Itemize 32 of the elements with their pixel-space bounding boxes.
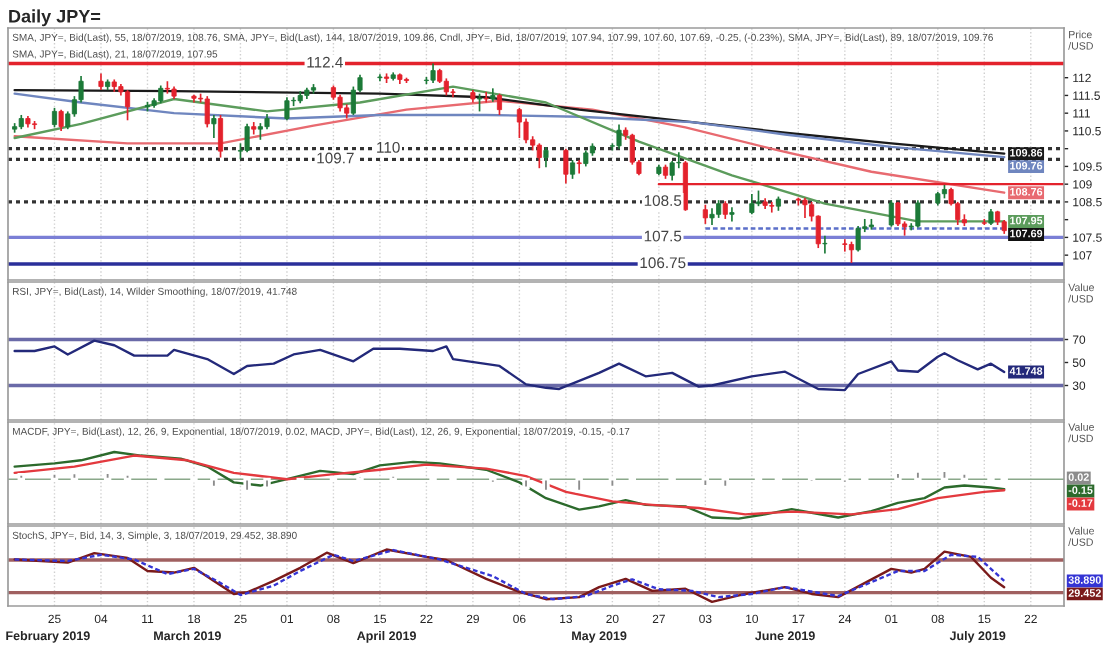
candlestick [855,225,861,253]
candlestick [496,92,503,116]
candlestick [211,114,217,139]
candlestick [483,91,489,104]
candlestick [125,89,131,122]
candlestick [669,160,675,182]
candlestick [569,159,576,180]
candlestick [430,62,436,84]
candlestick [676,151,682,170]
candlestick [563,147,569,185]
line-series [13,85,1006,223]
candlestick [802,196,808,219]
candlestick [217,114,224,159]
candlestick [749,193,755,216]
candlestick [284,96,290,122]
candlestick [729,206,735,223]
candlestick [616,123,622,150]
candlestick [536,142,542,170]
chart-title: Daily JPY= [9,9,101,27]
candlestick [769,201,775,214]
candlestick [51,107,58,129]
candlestick [702,203,708,225]
candlestick [543,146,549,168]
candlestick [888,199,894,228]
candlestick [576,159,582,175]
candlestick [58,108,64,132]
candlestick [915,199,921,229]
candlestick [516,107,522,139]
candlestick [822,234,828,255]
candlestick [204,95,210,129]
candlestick [848,240,855,264]
candlestick [244,122,250,154]
